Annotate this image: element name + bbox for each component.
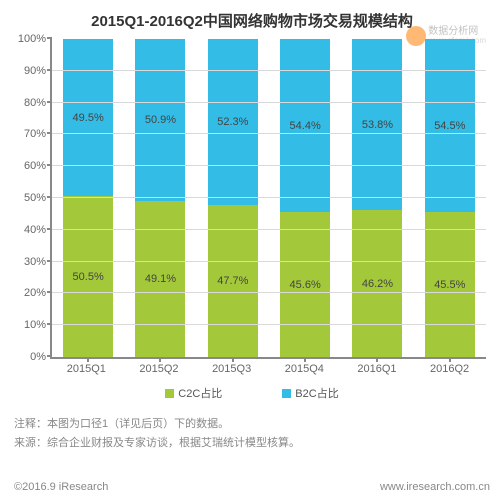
legend-swatch (282, 389, 291, 398)
bar-segment-c2c: 45.6% (280, 212, 330, 357)
chart-container: 数据分析网 www.afenxi.com 2015Q1-2016Q2中国网络购物… (0, 0, 504, 501)
x-axis-labels: 2015Q1 2015Q2 2015Q3 2015Q4 2016Q1 2016Q2 (50, 363, 486, 375)
grid-line (52, 197, 486, 198)
bar-column: 49.5%50.5% (63, 39, 113, 357)
bar-column: 54.5%45.5% (425, 39, 475, 357)
grid-line (52, 292, 486, 293)
x-tick (135, 357, 185, 362)
x-tick (425, 357, 475, 362)
bar-column: 52.3%47.7% (208, 39, 258, 357)
x-axis-label: 2016Q1 (352, 363, 402, 375)
bar-segment-c2c: 50.5% (63, 196, 113, 357)
grid-line (52, 102, 486, 103)
x-axis-label: 2015Q4 (279, 363, 329, 375)
bar-column: 53.8%46.2% (352, 39, 402, 357)
legend: C2C占比 B2C占比 (14, 385, 490, 401)
y-tick (47, 323, 52, 325)
y-axis-label: 90% (16, 65, 46, 77)
copyright: ©2016.9 iResearch (14, 481, 108, 493)
y-axis-label: 20% (16, 287, 46, 299)
y-axis-label: 30% (16, 256, 46, 268)
legend-label: C2C占比 (178, 385, 222, 401)
grid-line (52, 133, 486, 134)
x-axis-label: 2015Q3 (207, 363, 257, 375)
y-axis-label: 10% (16, 319, 46, 331)
note-prefix: 注释： (14, 418, 47, 430)
x-tick (63, 357, 113, 362)
legend-item: C2C占比 (165, 385, 222, 401)
legend-item: B2C占比 (282, 385, 338, 401)
legend-label: B2C占比 (295, 385, 338, 401)
y-axis-label: 50% (16, 192, 46, 204)
source-prefix: 来源： (14, 437, 47, 449)
y-axis-label: 70% (16, 128, 46, 140)
y-tick (47, 260, 52, 262)
bars-group: 49.5%50.5% 50.9%49.1% 52.3%47.7% 54.4%45.6%… (52, 39, 486, 357)
bar-segment-c2c: 46.2% (352, 210, 402, 357)
y-tick (47, 164, 52, 166)
grid-line (52, 70, 486, 71)
x-axis-label: 2016Q2 (425, 363, 475, 375)
bar-segment-b2c: 49.5% (63, 39, 113, 196)
bar-segment-b2c: 50.9% (135, 39, 185, 201)
source-text: 综合企业财报及专家访谈，根据艾瑞统计模型核算。 (47, 437, 300, 449)
bar-segment-c2c: 45.5% (425, 212, 475, 357)
grid-line (52, 229, 486, 230)
y-tick (47, 355, 52, 357)
y-tick (47, 196, 52, 198)
y-tick (47, 101, 52, 103)
bar-segment-b2c: 54.5% (425, 39, 475, 212)
x-tick (280, 357, 330, 362)
y-axis-label: 60% (16, 160, 46, 172)
y-axis-label: 100% (16, 33, 46, 45)
bar-column: 50.9%49.1% (135, 39, 185, 357)
grid-line (52, 165, 486, 166)
y-tick (47, 132, 52, 134)
y-axis-label: 40% (16, 224, 46, 236)
x-ticks (52, 357, 486, 362)
x-tick (352, 357, 402, 362)
y-tick (47, 37, 52, 39)
grid-line (52, 324, 486, 325)
bar-segment-b2c: 53.8% (352, 39, 402, 210)
source-url: www.iresearch.com.cn (380, 481, 490, 493)
y-axis-label: 80% (16, 97, 46, 109)
y-tick (47, 69, 52, 71)
y-tick (47, 291, 52, 293)
note-text: 本图为口径1（详见后页）下的数据。 (47, 418, 229, 430)
legend-swatch (165, 389, 174, 398)
bar-segment-c2c: 49.1% (135, 201, 185, 357)
x-tick (208, 357, 258, 362)
plot-area: 49.5%50.5% 50.9%49.1% 52.3%47.7% 54.4%45.6%… (50, 39, 486, 359)
x-axis-label: 2015Q2 (134, 363, 184, 375)
grid-line (52, 261, 486, 262)
bar-segment-b2c: 54.4% (280, 39, 330, 212)
bar-segment-b2c: 52.3% (208, 39, 258, 205)
footnote-note: 注释：本图为口径1（详见后页）下的数据。 (14, 415, 490, 434)
y-axis-label: 0% (16, 351, 46, 363)
footnotes: 注释：本图为口径1（详见后页）下的数据。 来源：综合企业财报及专家访谈，根据艾瑞… (14, 415, 490, 452)
footnote-source: 来源：综合企业财报及专家访谈，根据艾瑞统计模型核算。 (14, 434, 490, 453)
bar-column: 54.4%45.6% (280, 39, 330, 357)
y-tick (47, 228, 52, 230)
x-axis-label: 2015Q1 (61, 363, 111, 375)
